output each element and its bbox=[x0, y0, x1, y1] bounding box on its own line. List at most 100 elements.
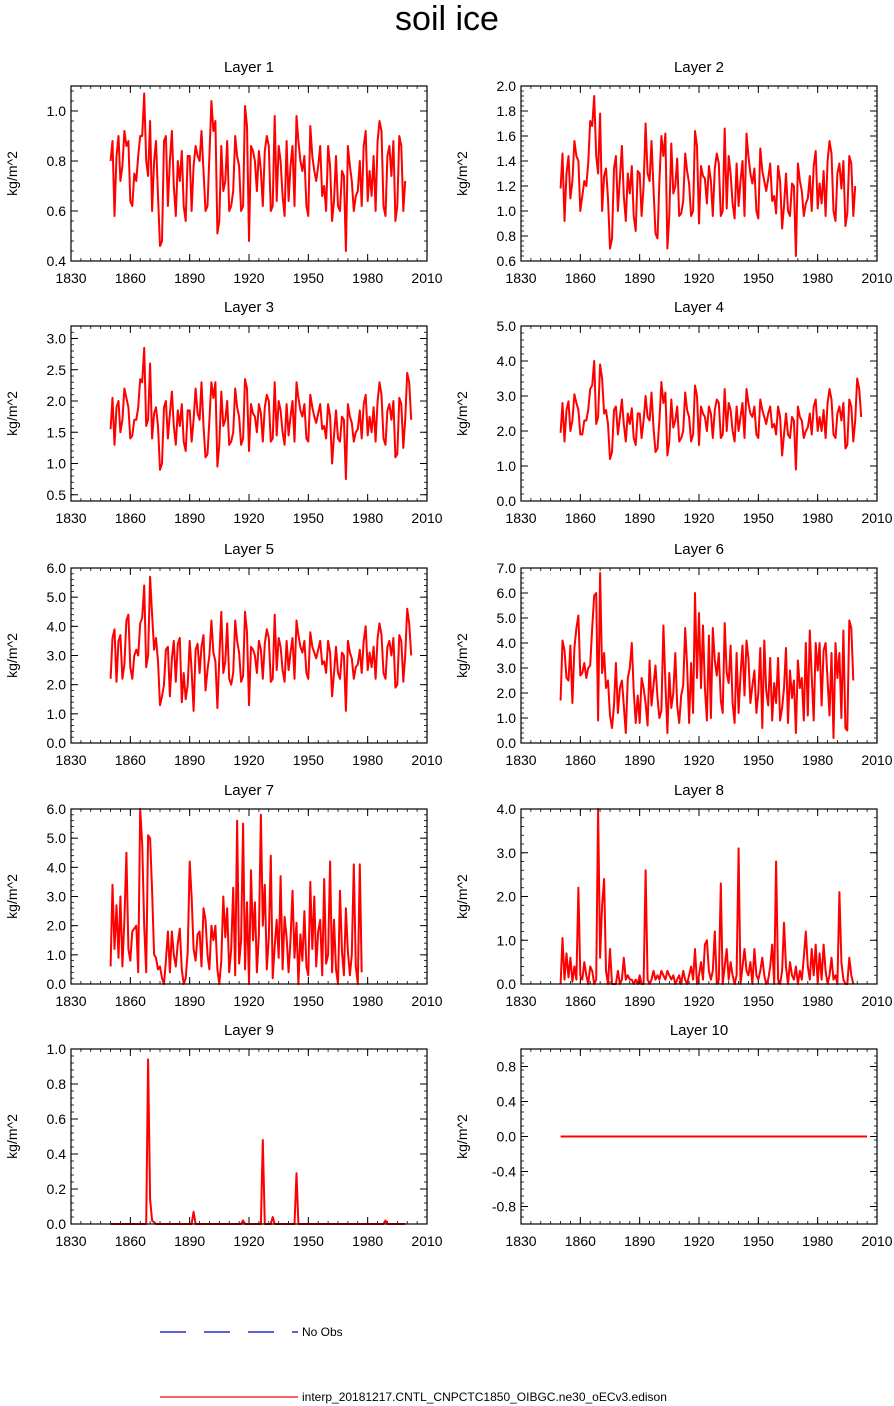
panel-9-y-tick-label: 1.0 bbox=[47, 1041, 67, 1057]
panel-layer-2: Layer 2 kg/m^2 1830 1860 1890 1920 1950 1980 201… bbox=[454, 59, 893, 286]
panel-3-ylabel: kg/m^2 bbox=[4, 391, 20, 436]
panel-2-y-tick-label: 1.2 bbox=[497, 178, 517, 194]
panel-1-y-tick-label: 0.4 bbox=[47, 253, 67, 269]
panel-10-frame bbox=[520, 1048, 878, 1225]
panel-8-x-tick-label: 1890 bbox=[624, 993, 655, 1009]
panel-layer-10: Layer 10 kg/m^2 1830 1860 1890 1920 1950 1980 20… bbox=[454, 1022, 893, 1249]
panel-1-y-tick-label: 1.0 bbox=[47, 103, 67, 119]
panel-6-x-tick-label: 2010 bbox=[861, 752, 892, 768]
panel-2-x-tick-label: 1890 bbox=[624, 270, 655, 286]
panel-7-y-tick-label: 3.0 bbox=[47, 889, 67, 905]
panel-7-title: Layer 7 bbox=[224, 782, 274, 799]
panel-9-y-tick-label: 0.4 bbox=[47, 1146, 67, 1162]
panel-4-x-tick-label: 1950 bbox=[743, 510, 774, 526]
panel-6-y-tick-label: 5.0 bbox=[497, 610, 517, 626]
panel-5-y-tick-label: 3.0 bbox=[47, 648, 67, 664]
panel-7-x-tick-label: 1980 bbox=[352, 993, 383, 1009]
panel-5-x-tick-label: 1860 bbox=[115, 752, 146, 768]
panel-7-y-tick-label: 0.0 bbox=[47, 976, 67, 992]
panel-layer-9: Layer 9 kg/m^2 1830 1860 1890 1920 1950 1980 201… bbox=[4, 1022, 443, 1249]
panel-8-series-line bbox=[559, 808, 855, 985]
panel-8-ylabel: kg/m^2 bbox=[454, 874, 470, 919]
panel-7-y-tick-label: 1.0 bbox=[47, 947, 67, 963]
panel-10-x-tick-label: 1890 bbox=[624, 1233, 655, 1249]
panel-9-x-tick-label: 1920 bbox=[233, 1233, 264, 1249]
panel-3-x-tick-label: 1860 bbox=[115, 510, 146, 526]
panel-3-x-tick-label: 1890 bbox=[174, 510, 205, 526]
panel-layer-3: Layer 3 kg/m^2 1830 1860 1890 1920 1950 1980 201… bbox=[4, 299, 443, 526]
panel-6-x-tick-label: 1920 bbox=[683, 752, 714, 768]
panel-8-title: Layer 8 bbox=[674, 782, 724, 799]
panel-layer-4: Layer 4 kg/m^2 1830 1860 1890 1920 1950 1980 201… bbox=[454, 299, 893, 526]
panel-6-y-tick-label: 2.0 bbox=[497, 685, 517, 701]
panel-3-y-tick-label: 2.5 bbox=[47, 362, 67, 378]
panel-8-x-tick-label: 1830 bbox=[505, 993, 536, 1009]
panel-1-x-tick-label: 1950 bbox=[293, 270, 324, 286]
panel-2-x-tick-label: 1980 bbox=[802, 270, 833, 286]
panel-9-x-tick-label: 1860 bbox=[115, 1233, 146, 1249]
panel-5-y-tick-label: 4.0 bbox=[47, 618, 67, 634]
panel-2-x-tick-label: 1950 bbox=[743, 270, 774, 286]
panel-5-ylabel: kg/m^2 bbox=[4, 633, 20, 678]
panel-5-x-tick-label: 1980 bbox=[352, 752, 383, 768]
panel-7-x-tick-label: 1920 bbox=[233, 993, 264, 1009]
panel-3-frame bbox=[70, 325, 428, 502]
panel-3-x-tick-label: 1920 bbox=[233, 510, 264, 526]
panel-3-x-tick-label: 2010 bbox=[411, 510, 442, 526]
panel-4-x-tick-label: 1980 bbox=[802, 510, 833, 526]
panel-6-y-tick-label: 6.0 bbox=[497, 585, 517, 601]
panel-8-x-tick-label: 1860 bbox=[565, 993, 596, 1009]
panel-2-frame bbox=[520, 85, 878, 262]
panel-9-y-tick-label: 0.8 bbox=[47, 1076, 67, 1092]
panel-4-x-tick-label: 1830 bbox=[505, 510, 536, 526]
panel-10-y-tick-label: 0.4 bbox=[497, 1094, 517, 1110]
panel-6-y-tick-label: 0.0 bbox=[497, 735, 517, 751]
panel-layer-7: Layer 7 kg/m^2 1830 1860 1890 1920 1950 1980 201… bbox=[4, 782, 443, 1009]
panel-6-y-tick-label: 4.0 bbox=[497, 635, 517, 651]
panel-8-y-tick-label: 4.0 bbox=[497, 801, 517, 817]
panel-8-x-tick-label: 1980 bbox=[802, 993, 833, 1009]
legend-model-label: interp_20181217.CNTL_CNPCTC1850_OIBGC.ne… bbox=[302, 1390, 667, 1404]
panel-6-x-tick-label: 1860 bbox=[565, 752, 596, 768]
panel-5-y-tick-label: 2.0 bbox=[47, 677, 67, 693]
panel-10-y-tick-label: -0.8 bbox=[492, 1199, 516, 1215]
panel-10-x-tick-label: 1980 bbox=[802, 1233, 833, 1249]
panel-7-ylabel: kg/m^2 bbox=[4, 874, 20, 919]
panel-7-frame bbox=[70, 808, 428, 985]
panel-1-y-tick-label: 0.8 bbox=[47, 153, 67, 169]
panel-3-title: Layer 3 bbox=[224, 299, 274, 316]
panel-3-series-line bbox=[109, 346, 413, 481]
panel-8-y-tick-label: 0.0 bbox=[497, 976, 517, 992]
panel-2-x-tick-label: 1860 bbox=[565, 270, 596, 286]
panel-8-x-tick-label: 1950 bbox=[743, 993, 774, 1009]
panel-3-x-tick-label: 1980 bbox=[352, 510, 383, 526]
panel-9-y-tick-label: 0.6 bbox=[47, 1111, 67, 1127]
panel-8-y-tick-label: 1.0 bbox=[497, 932, 517, 948]
panel-6-x-tick-label: 1980 bbox=[802, 752, 833, 768]
panel-9-y-tick-label: 0.0 bbox=[47, 1216, 67, 1232]
panel-2-ylabel: kg/m^2 bbox=[454, 151, 470, 196]
panel-layer-5: Layer 5 kg/m^2 1830 1860 1890 1920 1950 1980 201… bbox=[4, 541, 443, 768]
panel-5-y-tick-label: 5.0 bbox=[47, 589, 67, 605]
panel-10-ylabel: kg/m^2 bbox=[454, 1114, 470, 1159]
panel-8-frame bbox=[520, 808, 878, 985]
panel-5-x-tick-label: 2010 bbox=[411, 752, 442, 768]
panel-2-x-tick-label: 1920 bbox=[683, 270, 714, 286]
legend-no-obs-label: No Obs bbox=[302, 1325, 343, 1339]
panel-4-title: Layer 4 bbox=[674, 299, 724, 316]
panel-10-title: Layer 10 bbox=[670, 1022, 728, 1039]
panel-3-y-tick-label: 3.0 bbox=[47, 331, 67, 347]
panel-1-x-tick-label: 1860 bbox=[115, 270, 146, 286]
panel-9-y-tick-label: 0.2 bbox=[47, 1181, 67, 1197]
panel-2-y-tick-label: 0.8 bbox=[497, 228, 517, 244]
panel-5-x-tick-label: 1830 bbox=[55, 752, 86, 768]
panel-10-x-tick-label: 2010 bbox=[861, 1233, 892, 1249]
panel-5-y-tick-label: 0.0 bbox=[47, 735, 67, 751]
panel-10-y-tick-label: -0.4 bbox=[492, 1164, 516, 1180]
panel-7-x-tick-label: 1860 bbox=[115, 993, 146, 1009]
panel-5-title: Layer 5 bbox=[224, 541, 274, 558]
panel-layer-6: Layer 6 kg/m^2 1830 1860 1890 1920 1950 1980 201… bbox=[454, 541, 893, 768]
panel-8-x-tick-label: 1920 bbox=[683, 993, 714, 1009]
panel-5-x-tick-label: 1950 bbox=[293, 752, 324, 768]
panel-9-x-tick-label: 2010 bbox=[411, 1233, 442, 1249]
